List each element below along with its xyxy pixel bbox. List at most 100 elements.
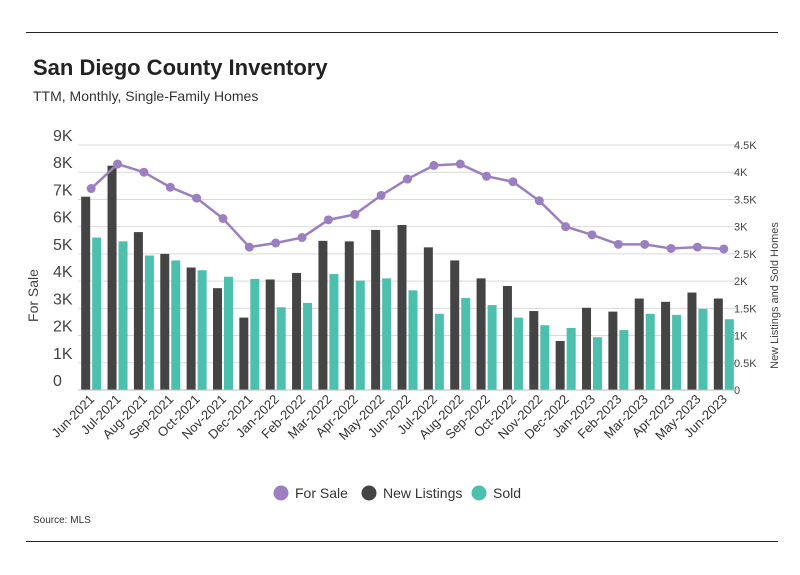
right-tick-label: 4.5K	[734, 140, 757, 152]
source-note: Source: MLS	[33, 515, 91, 526]
point-for-sale	[297, 233, 307, 243]
bar-sold	[487, 305, 497, 390]
left-tick-label: 0	[53, 373, 62, 390]
bar-sold	[276, 307, 286, 390]
left-tick-label: 6K	[53, 210, 73, 227]
chart-title: San Diego County Inventory	[33, 55, 328, 80]
bar-new-listings	[239, 317, 249, 390]
bar-new-listings	[608, 311, 618, 390]
bar-new-listings	[265, 279, 275, 390]
bar-new-listings	[450, 260, 460, 390]
point-for-sale	[429, 160, 439, 170]
left-tick-label: 1K	[53, 346, 73, 363]
bar-new-listings	[371, 229, 381, 390]
point-for-sale	[719, 244, 729, 254]
point-for-sale	[587, 230, 597, 240]
bar-new-listings	[555, 341, 565, 390]
right-tick-label: 2.5K	[734, 249, 757, 261]
bar-new-listings	[582, 307, 592, 390]
bar-sold	[566, 327, 576, 390]
bar-sold	[382, 278, 392, 390]
chart-subtitle: TTM, Monthly, Single-Family Homes	[33, 88, 259, 104]
bar-sold	[461, 297, 471, 390]
bar-sold	[645, 313, 655, 390]
legend-swatch	[471, 485, 487, 501]
bar-sold	[698, 308, 708, 390]
bar-new-listings	[160, 253, 170, 390]
left-tick-label: 3K	[53, 291, 73, 308]
right-tick-label: 2K	[734, 276, 748, 288]
legend-label: For Sale	[295, 485, 348, 501]
bar-sold	[408, 290, 418, 390]
bar-new-listings	[318, 240, 328, 390]
legend-label: New Listings	[383, 485, 462, 501]
bar-sold	[118, 241, 128, 390]
bar-sold	[303, 302, 313, 390]
bottom-rule	[26, 541, 778, 542]
left-tick-label: 2K	[53, 319, 73, 336]
bar-sold	[171, 260, 181, 390]
bar-sold	[619, 330, 629, 390]
bar-new-listings	[107, 165, 117, 390]
left-tick-label: 7K	[53, 182, 73, 199]
legend-label: Sold	[493, 485, 521, 501]
top-rule	[26, 32, 778, 33]
point-for-sale	[508, 177, 518, 187]
left-tick-label: 5K	[53, 237, 73, 254]
left-tick-label: 4K	[53, 264, 73, 281]
left-axis-label: For Sale	[25, 269, 41, 322]
bar-new-listings	[476, 278, 486, 390]
point-for-sale	[640, 239, 650, 249]
bar-new-listings	[292, 272, 302, 390]
bar-new-listings	[186, 267, 196, 390]
bar-new-listings	[133, 232, 143, 390]
point-for-sale	[323, 215, 333, 225]
point-for-sale	[192, 193, 202, 203]
bar-sold	[540, 325, 550, 390]
point-for-sale	[455, 159, 465, 169]
bar-new-listings	[212, 288, 222, 390]
bar-new-listings	[634, 298, 644, 390]
bar-sold	[250, 278, 260, 390]
point-for-sale	[165, 182, 175, 192]
bar-new-listings	[687, 292, 697, 390]
bar-new-listings	[423, 247, 433, 390]
right-tick-label: 1.5K	[734, 303, 757, 315]
right-tick-label: 0	[734, 385, 740, 397]
bar-new-listings	[661, 301, 671, 390]
bar-sold	[434, 313, 444, 390]
point-for-sale	[218, 214, 228, 223]
point-for-sale	[692, 242, 702, 252]
right-tick-label: 3K	[734, 222, 748, 234]
bar-sold	[724, 319, 734, 390]
legend-swatch	[273, 485, 289, 501]
point-for-sale	[113, 159, 123, 169]
bar-sold	[197, 270, 207, 390]
point-for-sale	[613, 239, 623, 249]
point-for-sale	[403, 174, 412, 184]
right-axis-label: New Listings and Sold Homes	[769, 222, 781, 369]
left-tick-label: 9K	[53, 128, 73, 145]
point-for-sale	[534, 196, 544, 206]
right-tick-label: 4K	[734, 167, 748, 179]
bar-new-listings	[81, 196, 91, 390]
bar-sold	[672, 314, 682, 390]
point-for-sale	[666, 243, 676, 253]
point-for-sale	[482, 171, 492, 181]
point-for-sale	[244, 242, 254, 252]
right-tick-label: 0.5K	[734, 358, 757, 370]
bar-sold	[223, 276, 233, 390]
point-for-sale	[271, 238, 281, 248]
bar-sold	[329, 274, 339, 390]
bar-new-listings	[502, 286, 512, 390]
point-for-sale	[350, 209, 360, 219]
bar-new-listings	[344, 241, 354, 390]
bar-new-listings	[713, 298, 723, 390]
bar-new-listings	[529, 311, 539, 390]
point-for-sale	[86, 184, 96, 194]
point-for-sale	[376, 190, 386, 200]
right-tick-label: 3.5K	[734, 194, 757, 206]
legend-swatch	[361, 485, 377, 501]
point-for-sale	[139, 167, 149, 177]
